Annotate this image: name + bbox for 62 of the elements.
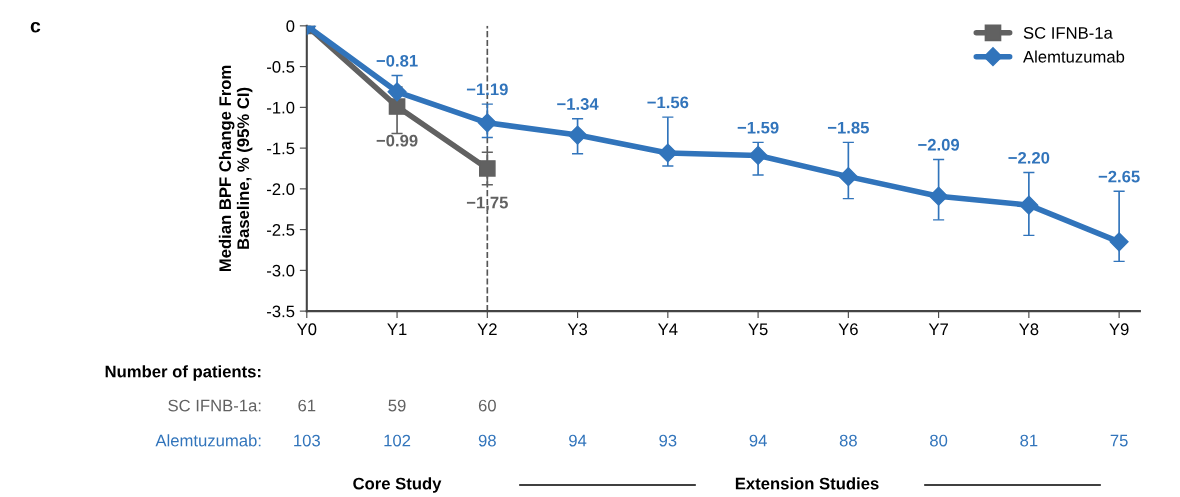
x-tick-label: Y1 — [387, 323, 407, 336]
text: c — [30, 21, 41, 33]
data-label: −1.85 — [827, 121, 869, 134]
x-tick-label: Y7 — [928, 323, 948, 336]
point — [1109, 232, 1129, 252]
text: 61 — [298, 399, 316, 412]
data-label: −2.65 — [1098, 170, 1140, 183]
point — [477, 113, 497, 133]
point — [387, 82, 407, 102]
legend-label: SC IFNB-1a — [1023, 27, 1113, 39]
data-label: −0.81 — [376, 54, 418, 67]
text: 98 — [478, 434, 496, 447]
text: 102 — [384, 434, 411, 447]
data-label: −2.09 — [918, 138, 960, 151]
text: 80 — [930, 434, 948, 447]
legend-label: Alemtuzumab — [1023, 50, 1125, 63]
text: 60 — [478, 399, 496, 412]
x-tick-label: Y0 — [296, 323, 317, 336]
text: 75 — [1110, 434, 1128, 447]
text: Extension Studies — [735, 477, 879, 490]
data-label: −0.99 — [376, 134, 418, 147]
y-tick-label: -0.5 — [267, 61, 295, 73]
point — [568, 125, 588, 145]
x-tick-label: Y5 — [748, 323, 768, 336]
text: 93 — [659, 434, 677, 447]
data-label: −1.19 — [466, 83, 508, 96]
x-tick-label: Y4 — [658, 323, 678, 336]
text: Alemtuzumab: — [155, 434, 261, 447]
point — [478, 160, 496, 177]
y-tick-label: -1.0 — [267, 101, 295, 114]
point — [658, 143, 678, 163]
y-tick-label: -3.0 — [267, 264, 295, 277]
point — [1019, 195, 1039, 215]
y-tick-label: -2.5 — [267, 224, 295, 236]
y-tick-label: 0 — [286, 20, 295, 33]
y-tick-label: -2.0 — [267, 183, 295, 196]
data-label: −1,75 — [466, 196, 508, 211]
y-tick-label: -1.5 — [267, 142, 295, 155]
data-label: −1.34 — [557, 98, 599, 110]
y-tick-label: -3.5 — [267, 305, 295, 318]
text: Core Study — [353, 477, 442, 493]
text: Number of patients: — [105, 365, 261, 381]
point — [838, 167, 858, 187]
data-label: −1.59 — [737, 121, 779, 134]
text: 81 — [1020, 434, 1038, 447]
point — [748, 145, 768, 165]
text: SC IFNB-1a: — [168, 399, 261, 412]
x-tick-label: Y2 — [477, 323, 497, 336]
text: 88 — [839, 434, 857, 447]
data-label: −1.56 — [647, 96, 689, 109]
text: 94 — [569, 434, 587, 447]
text: 59 — [388, 399, 406, 412]
y-axis-title: Median BPF Change From Baseline, % (95% CI) — [218, 65, 253, 272]
x-tick-label: Y8 — [1019, 323, 1039, 336]
x-tick-label: Y9 — [1109, 323, 1129, 336]
text: 103 — [294, 434, 320, 447]
x-tick-label: Y6 — [838, 323, 858, 336]
text: 94 — [749, 434, 767, 447]
point — [388, 98, 406, 115]
data-label: −2.20 — [1008, 151, 1050, 164]
x-tick-label: Y3 — [567, 323, 588, 336]
point — [929, 186, 949, 206]
